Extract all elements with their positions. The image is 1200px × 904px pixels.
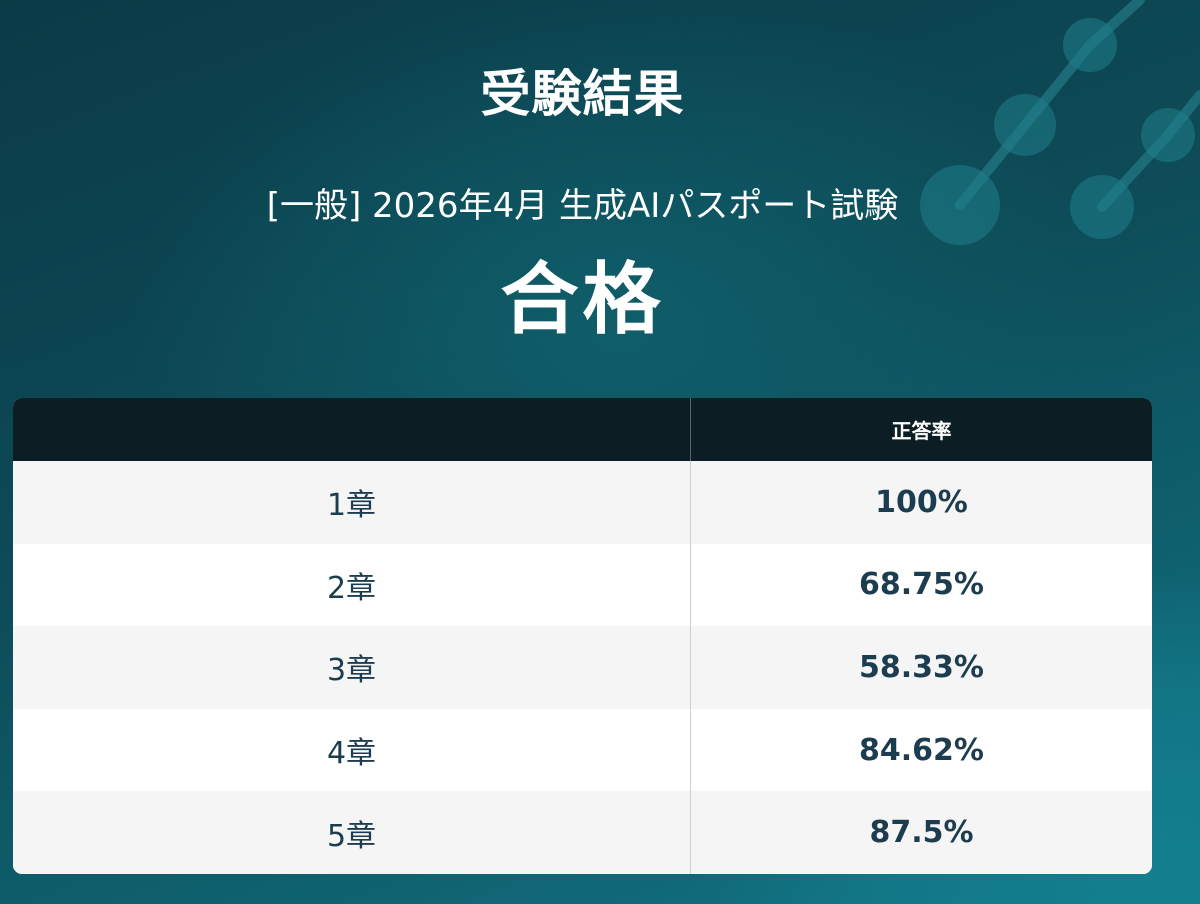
header-chapter — [13, 398, 691, 461]
table-row: 5章 87.5% — [13, 791, 1152, 874]
accuracy-rate-cell: 68.75% — [690, 543, 1152, 627]
accuracy-rate-cell: 100% — [690, 461, 1152, 544]
page-title: 受験結果 — [480, 65, 685, 123]
accuracy-rate-cell: 84.62% — [690, 708, 1152, 792]
chapter-cell: 3章 — [13, 626, 691, 709]
score-table: 正答率 1章 100% 2章 68.75% 3章 58.33% 4章 84.62… — [13, 398, 1152, 874]
exam-name: [一般] 2026年4月 生成AIパスポート試験 — [266, 186, 899, 226]
table-row: 3章 58.33% — [13, 626, 1152, 709]
header-accuracy-rate: 正答率 — [690, 398, 1152, 461]
table-row: 2章 68.75% — [13, 543, 1152, 627]
result-status: 合格 — [500, 255, 665, 345]
table-row: 4章 84.62% — [13, 708, 1152, 792]
chapter-cell: 4章 — [13, 708, 691, 792]
table-header-row: 正答率 — [13, 398, 1152, 461]
chapter-cell: 1章 — [13, 461, 691, 544]
accuracy-rate-cell: 87.5% — [690, 791, 1152, 874]
chapter-cell: 5章 — [13, 791, 691, 874]
score-table-card: 正答率 1章 100% 2章 68.75% 3章 58.33% 4章 84.62… — [13, 398, 1152, 874]
table-row: 1章 100% — [13, 461, 1152, 544]
accuracy-rate-cell: 58.33% — [690, 626, 1152, 709]
chapter-cell: 2章 — [13, 543, 691, 627]
